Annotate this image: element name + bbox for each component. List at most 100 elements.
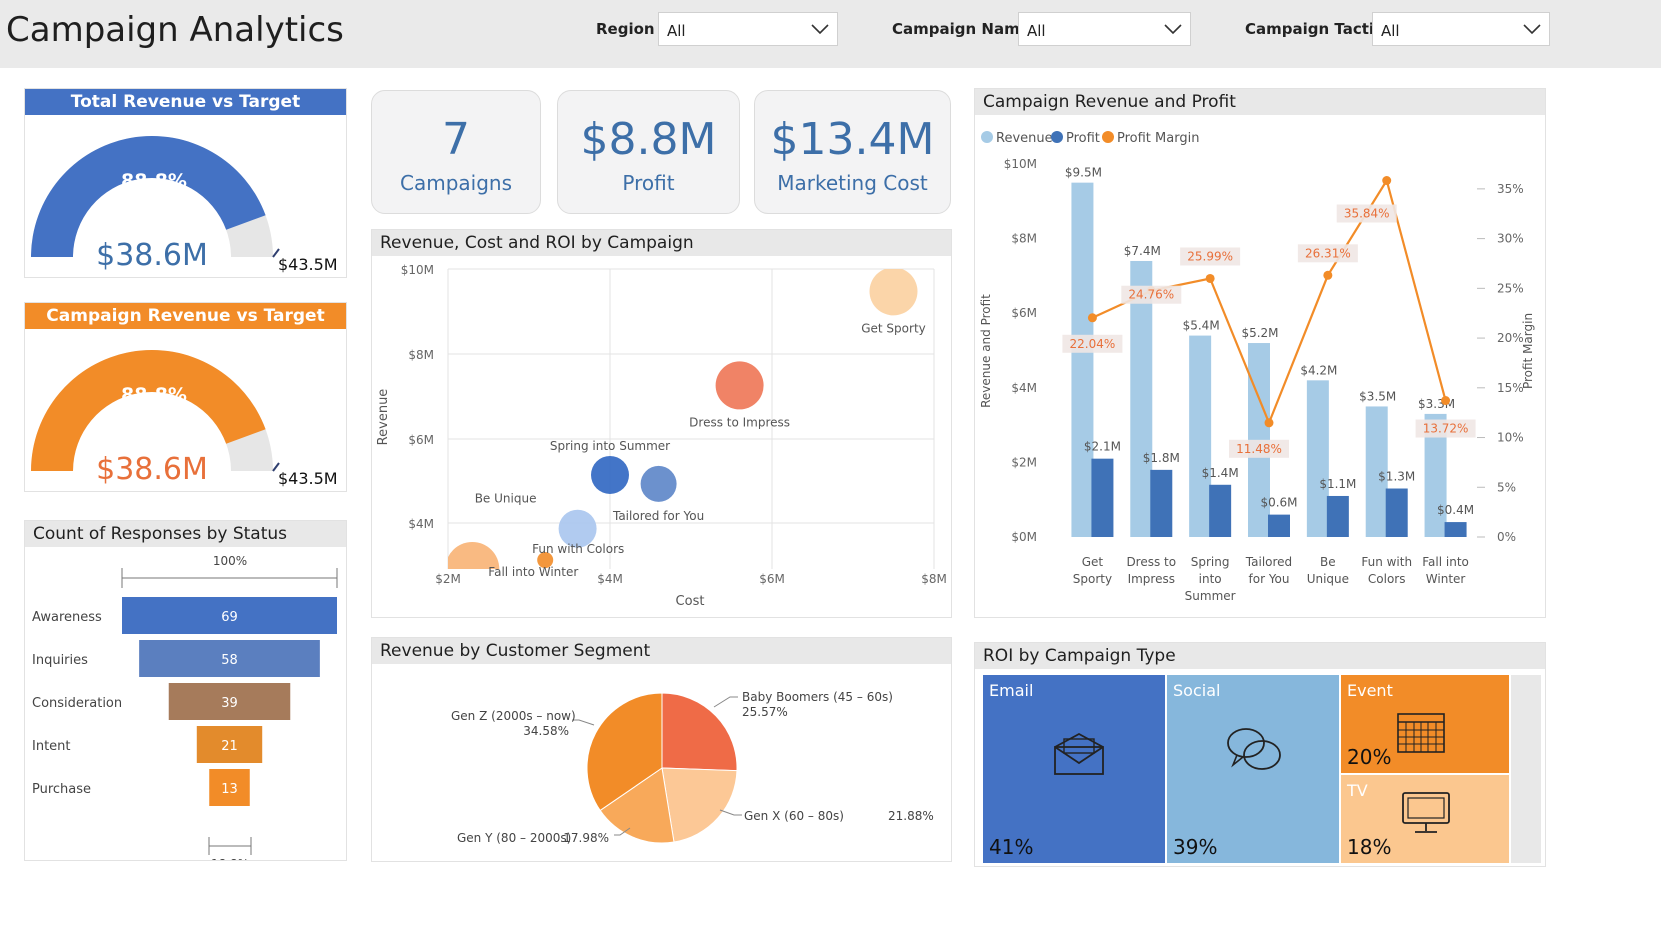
treemap-tile-tv[interactable]: TV 18% xyxy=(1341,775,1509,863)
treemap-name: Email xyxy=(989,681,1034,700)
treemap-tile-social[interactable]: Social 39% xyxy=(1167,675,1339,863)
funnel-stage[interactable]: 21 Intent xyxy=(32,726,263,763)
scatter-point-fall-into-winter[interactable] xyxy=(445,542,500,596)
revenue-bar[interactable] xyxy=(1130,260,1153,537)
filter-campaign-name-select[interactable]: All xyxy=(1018,12,1191,46)
x-tick-label: Impress xyxy=(1128,572,1175,586)
funnel-stage[interactable]: 39 Consideration xyxy=(32,683,291,720)
legend-label: Revenue xyxy=(996,131,1053,146)
combo-chart: Revenue Profit Profit Margin Revenue and… xyxy=(979,131,1535,603)
kpi-profit-card: $8.8M Profit xyxy=(557,90,740,214)
filter-region-select[interactable]: All xyxy=(658,12,838,46)
funnel-value: 58 xyxy=(221,653,238,668)
funnel-stage[interactable]: 69 Awareness xyxy=(32,597,337,634)
funnel-stage[interactable]: 13 Purchase xyxy=(32,769,250,806)
leader-line xyxy=(713,696,738,708)
leader-line xyxy=(719,809,742,816)
profit-margin-point[interactable] xyxy=(1205,273,1215,283)
revenue-bar[interactable] xyxy=(1306,380,1329,537)
profit-margin-point[interactable] xyxy=(1441,396,1451,406)
pie-slice[interactable] xyxy=(586,692,663,812)
combo-bars: $9.5M $2.1M $7.4M $1.8M $5.4M $1.4M $5.2M $0.6M… xyxy=(1065,166,1474,537)
profit-bar[interactable] xyxy=(1268,514,1290,537)
margin-label-bg xyxy=(1297,244,1358,263)
treemap-name: Social xyxy=(1173,681,1221,700)
combo-axes: $0M $2M $4M $6M $8M $10M 0% 5% 10% 15% 20% 25% 30% 35… xyxy=(1004,157,1524,544)
scatter-point-be-unique[interactable] xyxy=(558,509,597,548)
profit-bar[interactable] xyxy=(1209,484,1232,537)
margin-label-bg xyxy=(1180,247,1241,266)
gauge-target-marker xyxy=(272,462,280,472)
gauge-total-revenue-chart: 88.8% $38.6M $43.5M xyxy=(31,136,338,274)
filter-campaign-tactic-label: Campaign Tactic xyxy=(1245,20,1383,38)
filter-campaign-tactic-select[interactable]: All xyxy=(1372,12,1550,46)
profit-bar[interactable] xyxy=(1326,495,1349,537)
profit-bar[interactable] xyxy=(1150,469,1173,537)
treemap-title: ROI by Campaign Type xyxy=(983,646,1176,666)
y2-tick-label: 0% xyxy=(1497,530,1516,544)
filter-region-value: All xyxy=(667,22,686,40)
revenue-data-label: $4.2M xyxy=(1300,363,1337,377)
kpi-profit-value: $8.8M xyxy=(580,114,717,165)
gauge-target-label: $43.5M xyxy=(278,469,338,488)
profit-data-label: $1.3M xyxy=(1378,470,1415,484)
revenue-bar[interactable] xyxy=(1365,406,1388,537)
combo-title: Campaign Revenue and Profit xyxy=(983,92,1236,112)
scatter-point-label: Fun with Colors xyxy=(532,542,624,556)
y-tick-label: $2M xyxy=(1011,455,1037,469)
margin-data-label: 22.04% xyxy=(1070,337,1116,351)
combo-card: Campaign Revenue and Profit Revenue Prof… xyxy=(974,88,1546,618)
x-tick-label: $8M xyxy=(921,572,947,586)
revenue-bar[interactable] xyxy=(1189,335,1212,537)
profit-data-label: $1.8M xyxy=(1143,451,1180,465)
treemap-scroll-area xyxy=(1511,675,1541,863)
margin-label-bg xyxy=(1336,204,1397,223)
profit-bar[interactable] xyxy=(1385,488,1408,537)
profit-data-label: $0.4M xyxy=(1437,503,1474,517)
profit-margin-point[interactable] xyxy=(1382,176,1392,186)
profit-margin-point[interactable] xyxy=(1087,313,1097,323)
kpi-marketing-cost-card: $13.4M Marketing Cost xyxy=(754,90,951,214)
funnel-bar xyxy=(122,597,337,634)
scatter-point-tailored-for-you[interactable] xyxy=(640,465,677,502)
leader-line xyxy=(572,719,595,726)
scatter-point-spring-into-summer[interactable] xyxy=(591,455,629,494)
funnel-title: Count of Responses by Status xyxy=(33,524,288,544)
x-tick-label: Colors xyxy=(1368,572,1406,586)
revenue-bar[interactable] xyxy=(1424,413,1447,537)
funnel-stage[interactable]: 58 Inquiries xyxy=(32,640,320,677)
treemap-tile-event[interactable]: Event 20% xyxy=(1341,675,1509,773)
profit-margin-point[interactable] xyxy=(1264,418,1274,428)
pie-pct-gen-y: 17.98% xyxy=(563,831,609,845)
gauge-campaign-revenue-card: Campaign Revenue vs Target 88.8% $38.6M … xyxy=(24,302,347,492)
pie-label-gen-z: Gen Z (2000s – now) xyxy=(451,709,576,723)
legend-swatch xyxy=(1051,131,1063,143)
kpi-campaigns-value: 7 xyxy=(442,114,470,165)
funnel-top-label: 100% xyxy=(213,554,247,568)
margin-data-label: 11.48% xyxy=(1236,442,1282,456)
x-tick-label: Get xyxy=(1082,555,1104,569)
profit-margin-point[interactable] xyxy=(1323,270,1333,280)
scatter-point-fun-with-colors[interactable] xyxy=(537,552,554,569)
scatter-point-label: Fall into Winter xyxy=(488,565,578,579)
chat-bubbles-icon xyxy=(1227,728,1281,770)
x-tick-label: $6M xyxy=(759,572,785,586)
legend: Revenue Profit Profit Margin xyxy=(981,131,1199,146)
treemap-tile-email[interactable]: Email 41% xyxy=(983,675,1165,863)
scatter-point-dress-to-impress[interactable] xyxy=(715,361,764,410)
y2-tick-label: 10% xyxy=(1497,431,1524,445)
pie-label-gen-y: Gen Y (80 – 2000s) xyxy=(457,831,571,845)
revenue-bar[interactable] xyxy=(1071,182,1094,537)
profit-bar[interactable] xyxy=(1444,522,1467,537)
x-tick-label: Winter xyxy=(1426,572,1466,586)
profit-bar[interactable] xyxy=(1091,458,1114,537)
scatter-point-get-sporty[interactable] xyxy=(869,267,918,316)
treemap-pct: 39% xyxy=(1173,835,1218,859)
x-tick-label: Sporty xyxy=(1073,572,1112,586)
pie-label-gen-x: Gen X (60 – 80s) xyxy=(744,809,844,823)
funnel-value: 69 xyxy=(221,610,238,625)
pie-slice[interactable] xyxy=(661,767,738,843)
pie-pct-gen-x: 21.88% xyxy=(888,809,934,823)
pie-slice[interactable] xyxy=(661,692,738,772)
pie-slice[interactable] xyxy=(599,767,675,844)
